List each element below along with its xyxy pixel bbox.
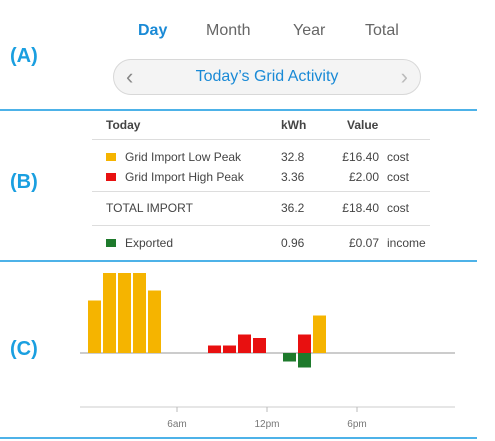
high-peak-swatch — [106, 173, 116, 181]
chevron-left-icon[interactable]: ‹ — [126, 64, 134, 89]
chart-bar — [103, 273, 116, 353]
x-tick-label: 6am — [167, 419, 186, 430]
chart-bar — [298, 334, 311, 353]
date-navigator: ‹ Today’s Grid Activity › — [113, 59, 421, 95]
row-type: cost — [387, 170, 410, 184]
section-label-a: (A) — [10, 45, 38, 67]
row-label: Grid Import Low Peak — [125, 150, 242, 164]
chevron-right-icon[interactable]: › — [400, 64, 408, 89]
export-kwh: 0.96 — [281, 236, 305, 250]
section-divider — [0, 109, 477, 111]
x-tick-label: 6pm — [347, 419, 366, 430]
chart-bar — [283, 353, 296, 362]
chart-bar — [313, 315, 326, 353]
column-header-period: Today — [106, 118, 141, 132]
ticks-group: 6am 12pm 6pm — [167, 407, 367, 430]
chart-bar — [88, 300, 101, 353]
table-divider — [92, 191, 430, 192]
tab-day[interactable]: Day — [138, 22, 168, 39]
row-type: cost — [387, 150, 410, 164]
chart-bar — [253, 338, 266, 353]
row-kwh: 3.36 — [281, 170, 305, 184]
section-divider — [0, 437, 477, 439]
column-header-kwh: kWh — [281, 118, 307, 132]
chart-bar — [148, 290, 161, 353]
total-kwh: 36.2 — [281, 201, 305, 215]
chart-bar — [133, 273, 146, 353]
row-value: £2.00 — [348, 170, 379, 184]
low-peak-swatch — [106, 153, 116, 161]
tab-year[interactable]: Year — [293, 22, 326, 39]
export-label: Exported — [125, 236, 174, 250]
export-type: income — [387, 236, 426, 250]
exported-swatch — [106, 239, 116, 247]
section-divider — [0, 260, 477, 262]
chart-bar — [298, 353, 311, 368]
row-kwh: 32.8 — [281, 150, 305, 164]
total-type: cost — [387, 201, 410, 215]
table-divider — [92, 139, 430, 140]
column-header-value: Value — [347, 118, 379, 132]
tab-month[interactable]: Month — [206, 22, 251, 39]
section-label-c: (C) — [10, 338, 38, 360]
navigator-title: Today’s Grid Activity — [195, 68, 339, 85]
section-label-b: (B) — [10, 171, 38, 193]
tab-total[interactable]: Total — [365, 22, 399, 39]
total-label: TOTAL IMPORT — [106, 201, 193, 215]
row-label: Grid Import High Peak — [125, 170, 244, 184]
chart-bar — [118, 273, 131, 353]
chart-bar — [223, 345, 236, 353]
table-divider — [92, 225, 430, 226]
chart-bar — [238, 334, 251, 353]
x-tick-label: 12pm — [254, 419, 279, 430]
export-value: £0.07 — [348, 236, 379, 250]
chart-bar — [208, 345, 221, 353]
total-value: £18.40 — [342, 201, 379, 215]
row-value: £16.40 — [342, 150, 379, 164]
bars-group — [88, 273, 326, 368]
